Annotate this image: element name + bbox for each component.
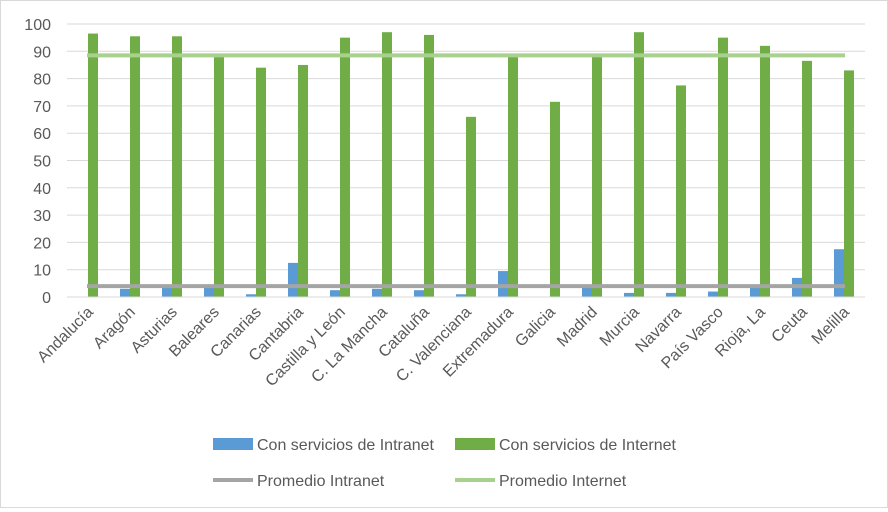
average-lines [87, 53, 845, 289]
intranet-bar [372, 288, 382, 297]
internet-bar [214, 56, 224, 298]
intranet-bar [456, 294, 466, 297]
intranet-bar [666, 292, 676, 297]
y-tick-label: 70 [33, 99, 51, 116]
intranet-bar [414, 290, 424, 297]
y-tick-label: 100 [24, 17, 51, 34]
legend-label: Con servicios de Intranet [257, 437, 435, 454]
y-tick-label: 0 [42, 290, 51, 307]
legend-item: Con servicios de Intranet [213, 437, 435, 454]
internet-bar [760, 45, 770, 298]
y-tick-label: 10 [33, 263, 51, 280]
internet-bar [634, 32, 644, 297]
intranet-bar [498, 271, 508, 297]
y-tick-label: 30 [33, 208, 51, 225]
x-tick-label: Andalucía [34, 304, 96, 366]
x-tick-label: Galicia [512, 304, 559, 351]
internet-bar [382, 32, 392, 297]
internet-bar [466, 116, 476, 297]
y-tick-label: 60 [33, 126, 51, 143]
x-tick-label: Madrid [554, 304, 601, 351]
y-tick-label: 80 [33, 72, 51, 89]
internet-bar [592, 56, 602, 298]
internet-bar [550, 101, 560, 298]
internet-bar [676, 85, 686, 297]
internet-bar [88, 33, 98, 298]
legend-swatch [455, 438, 495, 450]
intranet-bar [750, 284, 760, 297]
intranet-bar [204, 284, 214, 297]
bars [88, 32, 854, 298]
internet-bar [844, 70, 854, 297]
y-tick-label: 90 [33, 44, 51, 61]
y-tick-label: 50 [33, 154, 51, 171]
internet-bar [802, 60, 812, 298]
legend-label: Promedio Intranet [257, 473, 385, 490]
legend-label: Con servicios de Internet [499, 437, 677, 454]
intranet-bar [708, 291, 718, 297]
intranet-bar [624, 292, 634, 297]
intranet-bar [330, 290, 340, 297]
internet-bar [718, 37, 728, 298]
legend-item: Promedio Internet [455, 473, 627, 490]
internet-bar [298, 64, 308, 297]
legend-item: Con servicios de Internet [455, 437, 677, 454]
legend: Con servicios de Intranet Con servicios d… [213, 437, 677, 490]
internet-bar [130, 36, 140, 297]
internet-bar [424, 34, 434, 298]
internet-bar [172, 36, 182, 297]
y-tick-label: 40 [33, 181, 51, 198]
y-tick-label: 20 [33, 235, 51, 252]
intranet-bar [162, 284, 172, 297]
legend-item: Promedio Intranet [213, 473, 385, 490]
intranet-bar [582, 284, 592, 297]
y-axis-ticks: 0 10 20 30 40 50 60 70 80 90 100 [24, 17, 51, 307]
x-tick-label: Melilla [809, 304, 853, 348]
x-axis-categories: AndalucíaAragónAsturiasBalearesCanariasC… [34, 304, 852, 390]
intranet-bar [246, 294, 256, 297]
x-tick-label: Ceuta [769, 304, 811, 346]
internet-bar [256, 67, 266, 298]
internet-bar [508, 56, 518, 298]
intranet-bar [288, 262, 298, 297]
intranet-bar [834, 249, 844, 297]
intranet-bar [120, 288, 130, 297]
internet-bar [340, 37, 350, 298]
legend-swatch [213, 438, 253, 450]
legend-label: Promedio Internet [499, 473, 627, 490]
